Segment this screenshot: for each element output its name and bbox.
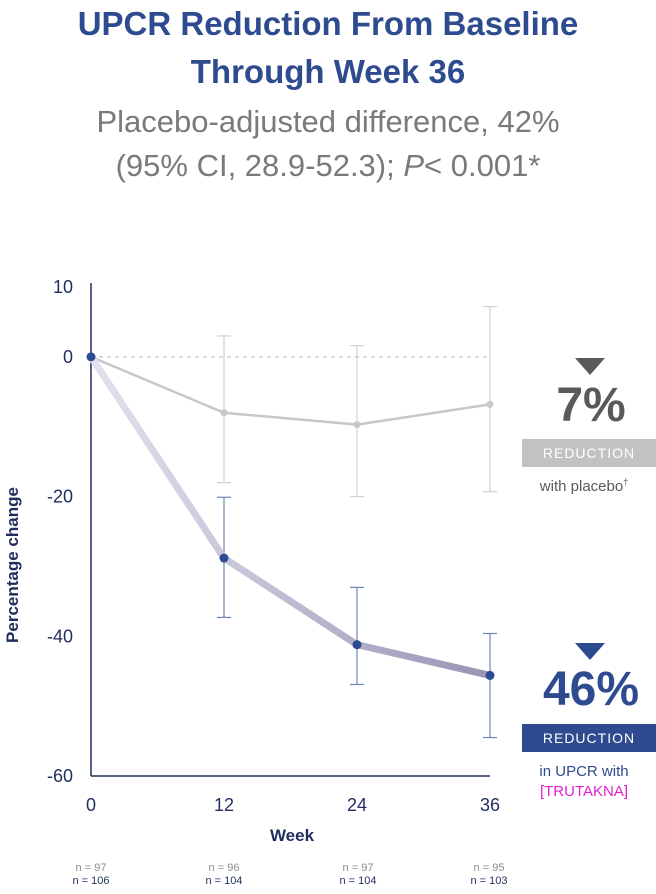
trutakna-point	[86, 352, 96, 362]
x-tick-label: 24	[347, 795, 367, 815]
placebo-arrow-icon	[575, 358, 605, 375]
trutakna-point	[352, 640, 362, 650]
x-axis-label: Week	[269, 826, 315, 845]
n-placebo-week-0: n = 97	[75, 862, 107, 874]
treatment-note-line2: [TRUTAKNA]	[539, 783, 629, 800]
placebo-point	[486, 400, 494, 408]
placebo-point	[353, 421, 361, 429]
placebo-note-text: with placebo	[539, 478, 624, 495]
x-tick-label: 0	[86, 795, 96, 815]
placebo-reduction-value: 7%	[556, 379, 626, 432]
n-count-week-0: n = 97 n = 106	[56, 862, 126, 888]
subtitle-p-value: < 0.001*	[424, 148, 541, 183]
subtitle-p-symbol: P	[403, 148, 425, 183]
y-tick-label: -40	[47, 626, 73, 646]
n-trutakna-week-12: n = 104	[205, 875, 243, 887]
trutakna-point	[219, 553, 229, 563]
placebo-point	[220, 409, 228, 417]
n-placebo-week-36: n = 95	[473, 862, 505, 874]
y-tick-label: 10	[53, 277, 73, 297]
subtitle-ci-text: (95% CI, 28.9-52.3);	[115, 148, 404, 183]
trutakna-point	[485, 670, 495, 680]
n-trutakna-week-36: n = 103	[470, 875, 508, 887]
placebo-note: with placebo†	[512, 472, 656, 497]
trutakna-line	[87, 353, 494, 679]
y-tick-label: -60	[47, 766, 73, 786]
chart-title-line1: UPCR Reduction From Baseline	[77, 5, 579, 42]
n-placebo-week-12: n = 96	[208, 862, 240, 874]
n-trutakna-week-0: n = 106	[72, 875, 110, 887]
chart-subtitle-line2: (95% CI, 28.9-52.3); P< 0.001*	[0, 146, 656, 186]
y-tick-label: 0	[63, 347, 73, 367]
x-tick-label: 36	[480, 795, 500, 815]
n-trutakna-week-24: n = 104	[339, 875, 377, 887]
chart-title-line2: Through Week 36	[190, 53, 466, 90]
treatment-reduction-banner: REDUCTION	[522, 724, 656, 752]
placebo-reduction-banner: REDUCTION	[522, 439, 656, 467]
treatment-arrow-icon	[575, 643, 605, 660]
chart-subtitle-line1: Placebo-adjusted difference, 42%	[96, 104, 560, 139]
treatment-reduction-value: 46%	[542, 663, 640, 716]
treatment-note-line1: in UPCR with	[539, 763, 629, 780]
n-count-week-12: n = 96 n = 104	[189, 862, 259, 888]
n-count-week-36: n = 95 n = 103	[454, 862, 524, 888]
y-axis-label: Percentage change	[3, 487, 22, 643]
placebo-note-dagger: †	[623, 477, 629, 487]
x-tick-label: 12	[214, 795, 234, 815]
y-tick-label: -20	[47, 487, 73, 507]
placebo-line	[90, 355, 491, 426]
n-count-week-24: n = 97 n = 104	[323, 862, 393, 888]
n-placebo-week-24: n = 97	[342, 862, 374, 874]
